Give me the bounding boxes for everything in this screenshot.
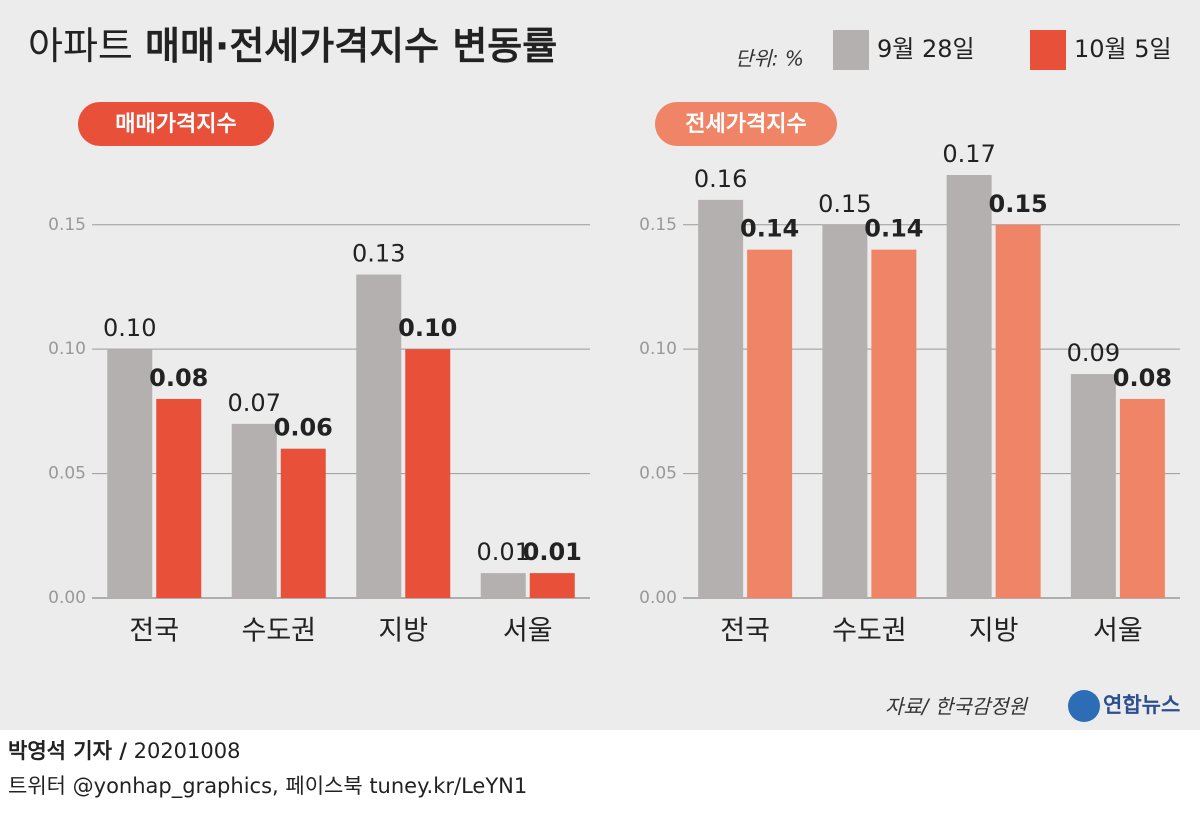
- value-label: 0.16: [694, 165, 747, 193]
- legend-swatch: [833, 30, 869, 70]
- bar: [107, 349, 153, 598]
- title: 아파트 매매·전세가격지수 변동률: [28, 24, 557, 68]
- bar: [1119, 398, 1165, 598]
- logo-icon: [1068, 690, 1100, 722]
- x-tick-label: 전국: [720, 616, 770, 647]
- legend-swatch: [1030, 30, 1066, 70]
- title-bold: 매매·전세가격지수 변동률: [145, 24, 557, 68]
- x-tick-label: 전국: [129, 616, 179, 647]
- bar: [280, 448, 326, 598]
- footer-byline: 박영석 기자 / 20201008: [8, 739, 240, 763]
- y-tick-label: 0.15: [48, 215, 86, 235]
- x-tick-label: 서울: [503, 616, 553, 647]
- footer-social: 트위터 @yonhap_graphics, 페이스북 tuney.kr/LeYN…: [8, 774, 527, 799]
- value-label: 0.09: [1067, 339, 1120, 367]
- value-label: 0.15: [989, 190, 1048, 218]
- value-label: 0.01: [523, 538, 582, 566]
- value-label: 0.10: [103, 314, 156, 342]
- bar: [356, 274, 402, 598]
- x-tick-label: 수도권: [241, 616, 316, 647]
- value-label: 0.13: [352, 240, 405, 268]
- value-label: 0.17: [942, 140, 995, 168]
- value-label: 0.10: [398, 314, 457, 342]
- date: 20201008: [134, 739, 241, 763]
- x-tick-label: 지방: [378, 616, 428, 647]
- value-label: 0.06: [274, 414, 333, 442]
- chart-title: 매매가격지수: [115, 112, 236, 137]
- legend-label: 9월 28일: [877, 35, 975, 63]
- bar: [871, 249, 917, 598]
- bar: [480, 573, 526, 598]
- bar: [529, 573, 575, 598]
- bar: [995, 224, 1041, 598]
- y-tick-label: 0.00: [48, 588, 86, 608]
- y-tick-label: 0.15: [639, 215, 677, 235]
- logo: 연합뉴스: [1103, 693, 1180, 717]
- value-label: 0.15: [818, 190, 871, 218]
- unit: 단위: %: [735, 47, 804, 71]
- bar: [747, 249, 793, 598]
- x-tick-label: 서울: [1093, 616, 1143, 647]
- chart-title-pill: [78, 102, 274, 146]
- x-tick-label: 지방: [969, 616, 1019, 647]
- y-tick-label: 0.00: [639, 588, 677, 608]
- chart-title-pill: [655, 102, 837, 146]
- value-label: 0.08: [149, 364, 208, 392]
- y-tick-label: 0.05: [639, 464, 677, 484]
- value-label: 0.07: [228, 389, 281, 417]
- legend-label: 10월 5일: [1074, 35, 1172, 63]
- bar: [698, 199, 744, 598]
- source: 자료/ 한국감정원: [885, 695, 1028, 719]
- bar: [231, 423, 277, 598]
- bar: [822, 224, 868, 598]
- bar: [405, 349, 451, 598]
- bar: [946, 175, 992, 598]
- y-tick-label: 0.05: [48, 464, 86, 484]
- y-tick-label: 0.10: [48, 339, 86, 359]
- bar: [1070, 374, 1116, 598]
- chart-title: 전세가격지수: [685, 112, 806, 137]
- value-label: 0.14: [740, 215, 799, 243]
- y-tick-label: 0.10: [639, 339, 677, 359]
- x-tick-label: 수도권: [832, 616, 907, 647]
- title-light: 아파트: [28, 24, 133, 68]
- value-label: 0.08: [1113, 364, 1172, 392]
- value-label: 0.01: [477, 538, 530, 566]
- bar: [156, 398, 202, 598]
- value-label: 0.14: [864, 215, 923, 243]
- byline: 박영석 기자 /: [8, 739, 127, 763]
